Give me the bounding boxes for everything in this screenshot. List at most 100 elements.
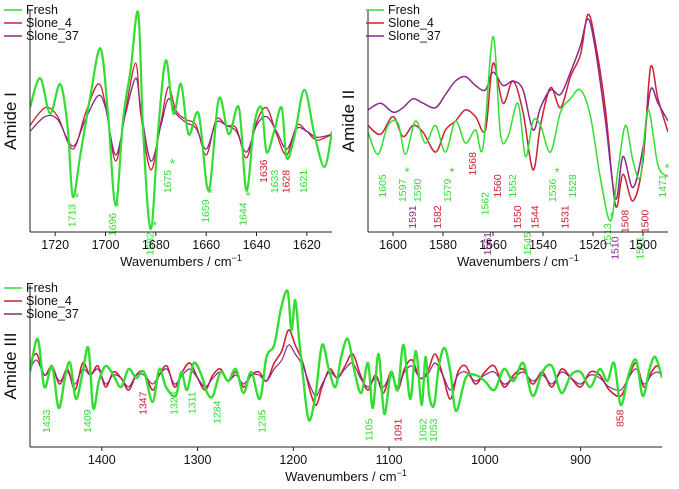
peak-label: 1501 bbox=[634, 236, 646, 260]
series-group bbox=[368, 13, 668, 222]
peak-label: 1713 bbox=[67, 204, 79, 228]
x-axis-label: Wavenumbers / cm−1 bbox=[285, 468, 407, 484]
legend-label: Slone_4 bbox=[26, 16, 72, 30]
peak-label: 1562 bbox=[479, 192, 491, 216]
peak-label: 1053 bbox=[428, 418, 440, 442]
x-tick-label: 1640 bbox=[243, 238, 271, 252]
x-tick-label: 1580 bbox=[429, 238, 457, 252]
peak-label: 1545 bbox=[522, 232, 534, 256]
x-tick-label: 1500 bbox=[629, 238, 657, 252]
peak-label: 1633 bbox=[269, 170, 281, 194]
x-tick-label: 1520 bbox=[579, 238, 607, 252]
peak-star: * bbox=[170, 156, 175, 171]
peak-star: * bbox=[609, 209, 614, 224]
series-group bbox=[30, 10, 332, 231]
x-axis-label-sup: −1 bbox=[397, 468, 407, 478]
peak-star: * bbox=[245, 188, 250, 203]
peak-label: 1311 bbox=[187, 391, 199, 414]
peak-label: 1579 bbox=[442, 179, 454, 203]
peak-label: 1591 bbox=[407, 205, 419, 229]
series-line-slone4 bbox=[368, 13, 668, 208]
legend-label: Slone_37 bbox=[26, 307, 79, 321]
peak-label: 1323 bbox=[168, 391, 180, 415]
x-tick-label: 1720 bbox=[41, 238, 69, 252]
x-tick-label: 1400 bbox=[88, 453, 116, 467]
peak-label: 1508 bbox=[619, 210, 631, 234]
peak-label: 1605 bbox=[377, 174, 389, 198]
peak-label: 1682 bbox=[145, 232, 157, 256]
legend-label: Slone_4 bbox=[388, 16, 434, 30]
series-line-fresh bbox=[30, 10, 332, 231]
peak-label: 1621 bbox=[298, 170, 310, 194]
legend-label: Fresh bbox=[26, 281, 58, 295]
peak-label: 1471 bbox=[657, 174, 669, 198]
peak-label: 1409 bbox=[82, 409, 94, 433]
series-line-slone37 bbox=[368, 18, 668, 200]
x-axis-label: Wavenumbers / cm−1 bbox=[457, 253, 579, 269]
peak-label: 1062 bbox=[417, 418, 429, 442]
x-tick-label: 1000 bbox=[471, 453, 499, 467]
peak-label: 1544 bbox=[529, 205, 541, 229]
series-line-slone37 bbox=[30, 344, 662, 397]
series-line-fresh bbox=[30, 289, 662, 422]
peak-label: 1433 bbox=[41, 409, 53, 433]
peak-label: 1582 bbox=[432, 205, 444, 229]
peak-label: 1235 bbox=[256, 409, 268, 433]
peak-star: * bbox=[74, 190, 79, 205]
peak-label: 1696 bbox=[107, 213, 119, 237]
legend-label: Fresh bbox=[388, 3, 420, 17]
peak-label: 1568 bbox=[467, 152, 479, 176]
peak-label: 1675 bbox=[162, 170, 174, 194]
series-line-slone4 bbox=[30, 62, 332, 171]
legend-label: Slone_4 bbox=[26, 294, 72, 308]
peak-label: 1560 bbox=[492, 174, 504, 198]
peak-label: 1510 bbox=[609, 236, 621, 260]
x-tick-label: 1680 bbox=[142, 238, 170, 252]
series-line-slone37 bbox=[30, 77, 332, 162]
series-group bbox=[30, 289, 662, 422]
peak-label: 1347 bbox=[138, 391, 150, 415]
peak-label: 1091 bbox=[392, 418, 404, 442]
legend-label: Slone_37 bbox=[388, 29, 441, 43]
peak-star: * bbox=[152, 218, 157, 233]
peak-label: 1659 bbox=[200, 199, 212, 223]
panel-title: Amide II bbox=[339, 90, 358, 152]
peak-label: 1590 bbox=[412, 179, 424, 203]
x-tick-label: 1540 bbox=[529, 238, 557, 252]
peak-label: 1550 bbox=[512, 205, 524, 229]
peak-label: 1284 bbox=[211, 400, 223, 424]
panel-title: Amide III bbox=[1, 332, 20, 399]
panel-amide-iii: 1433 1409 1347 1323 1311 1284 1235 1105 1091 1062… bbox=[1, 281, 662, 484]
x-tick-label: 1700 bbox=[92, 238, 120, 252]
peak-label: 1105 bbox=[364, 418, 376, 441]
peak-star: * bbox=[404, 165, 409, 180]
peak-label: 1561 bbox=[482, 232, 494, 256]
x-tick-label: 1600 bbox=[379, 238, 407, 252]
peak-label: 1500 bbox=[639, 210, 651, 234]
series-line-fresh bbox=[368, 35, 668, 222]
x-axis-label-sup: −1 bbox=[232, 253, 242, 263]
peak-label: 1552 bbox=[507, 174, 519, 198]
peak-label: 858 bbox=[615, 409, 627, 427]
peak-label: 1531 bbox=[559, 205, 571, 229]
legend-label: Fresh bbox=[26, 3, 58, 17]
peak-label: 1644 bbox=[238, 202, 250, 226]
x-tick-label: 1300 bbox=[184, 453, 212, 467]
peak-star: * bbox=[449, 165, 454, 180]
peak-label: 1636 bbox=[258, 159, 270, 183]
x-tick-label: 900 bbox=[570, 453, 591, 467]
peak-star: * bbox=[554, 165, 559, 180]
peak-label: 1528 bbox=[567, 174, 579, 198]
x-tick-label: 1660 bbox=[192, 238, 220, 252]
peak-star: * bbox=[115, 199, 120, 214]
panel-title: Amide I bbox=[1, 92, 20, 150]
legend-label: Slone_37 bbox=[26, 29, 79, 43]
peak-label: 1597 bbox=[397, 179, 409, 203]
x-axis-label-sup: −1 bbox=[569, 253, 579, 263]
panel-amide-i: 1713*1696*1682*1675*1659*1644*1636 1633 16… bbox=[1, 3, 332, 269]
peak-label: 1536 bbox=[547, 179, 559, 203]
x-tick-label: 1100 bbox=[376, 453, 403, 467]
x-tick-label: 1620 bbox=[293, 238, 321, 252]
